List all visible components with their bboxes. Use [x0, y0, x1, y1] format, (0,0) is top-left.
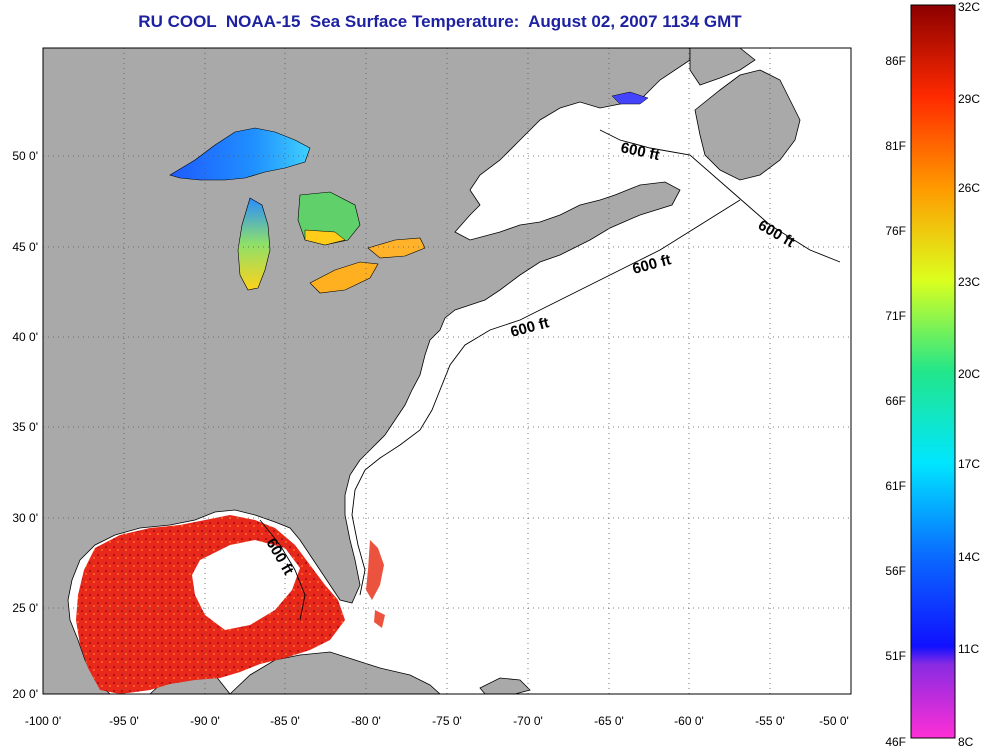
- colorbar-f-label: 71F: [885, 309, 906, 323]
- contour-600ft: [259, 129, 841, 621]
- colorbar-c-label: 8C: [958, 735, 974, 749]
- cuba-land: [228, 651, 442, 695]
- st-lawrence-patch: [611, 91, 649, 105]
- colorbar-f-label: 46F: [885, 735, 906, 749]
- y-tick-label: 30 0': [12, 511, 38, 525]
- colorbar-scale: [910, 4, 956, 739]
- map-panel: 600 ft 600 ft 600 ft 600 ft 600 ft: [42, 47, 852, 695]
- x-tick-label: -70 0': [513, 714, 543, 728]
- east-coast-sst-streaks: [366, 540, 385, 628]
- north-america-land: [42, 47, 691, 695]
- colorbar-c-label: 14C: [958, 550, 980, 564]
- y-tick-label: 35 0': [12, 420, 38, 434]
- colorbar-f-label: 76F: [885, 224, 906, 238]
- labrador-land: [689, 47, 756, 86]
- x-tick-label: -95 0': [109, 714, 139, 728]
- colorbar-c-label: 26C: [958, 181, 980, 195]
- x-tick-label: -90 0': [190, 714, 220, 728]
- colorbar-c-label: 20C: [958, 367, 980, 381]
- y-tick-label: 20 0': [12, 687, 38, 701]
- colorbar-f-label: 61F: [885, 479, 906, 493]
- x-tick-label: -65 0': [594, 714, 624, 728]
- y-axis: 20 0' 25 0' 30 0' 35 0' 40 0' 45 0' 50 0…: [12, 149, 38, 701]
- x-tick-label: -60 0': [674, 714, 704, 728]
- lake-ontario: [367, 237, 426, 259]
- colorbar: 32C 29C 26C 23C 20C 17C 14C 11C 8C 86F 8…: [885, 0, 980, 749]
- y-tick-label: 45 0': [12, 240, 38, 254]
- y-tick-label: 25 0': [12, 601, 38, 615]
- colorbar-c-label: 32C: [958, 0, 980, 14]
- colorbar-c-label: 11C: [958, 642, 979, 656]
- colorbar-f-label: 51F: [885, 649, 906, 663]
- colorbar-f-label: 66F: [885, 394, 906, 408]
- lake-michigan: [237, 197, 271, 291]
- y-tick-label: 40 0': [12, 330, 38, 344]
- map-title: RU COOL NOAA-15 Sea Surface Temperature:…: [138, 12, 742, 31]
- map-frame: [42, 47, 852, 695]
- x-tick-label: -55 0': [755, 714, 785, 728]
- colorbar-c-label: 23C: [958, 275, 980, 289]
- x-tick-label: -50 0': [819, 714, 849, 728]
- colorbar-f-label: 56F: [885, 564, 906, 578]
- colorbar-c-label: 17C: [958, 457, 980, 471]
- colorbar-f-label: 86F: [885, 54, 906, 68]
- newfoundland-land: [694, 69, 801, 181]
- lake-huron-georgian-bay: [304, 229, 346, 246]
- x-tick-label: -75 0': [432, 714, 462, 728]
- lake-erie: [309, 261, 379, 294]
- y-tick-label: 50 0': [12, 149, 38, 163]
- lake-superior: [169, 127, 311, 181]
- colorbar-c-label: 29C: [958, 92, 980, 106]
- x-tick-label: -80 0': [351, 714, 381, 728]
- x-axis: -100 0' -95 0' -90 0' -85 0' -80 0' -75 …: [25, 714, 849, 728]
- x-tick-label: -85 0': [270, 714, 300, 728]
- gulf-cloud-gap: [192, 540, 300, 630]
- colorbar-f-label: 81F: [885, 139, 906, 153]
- x-tick-label: -100 0': [25, 714, 61, 728]
